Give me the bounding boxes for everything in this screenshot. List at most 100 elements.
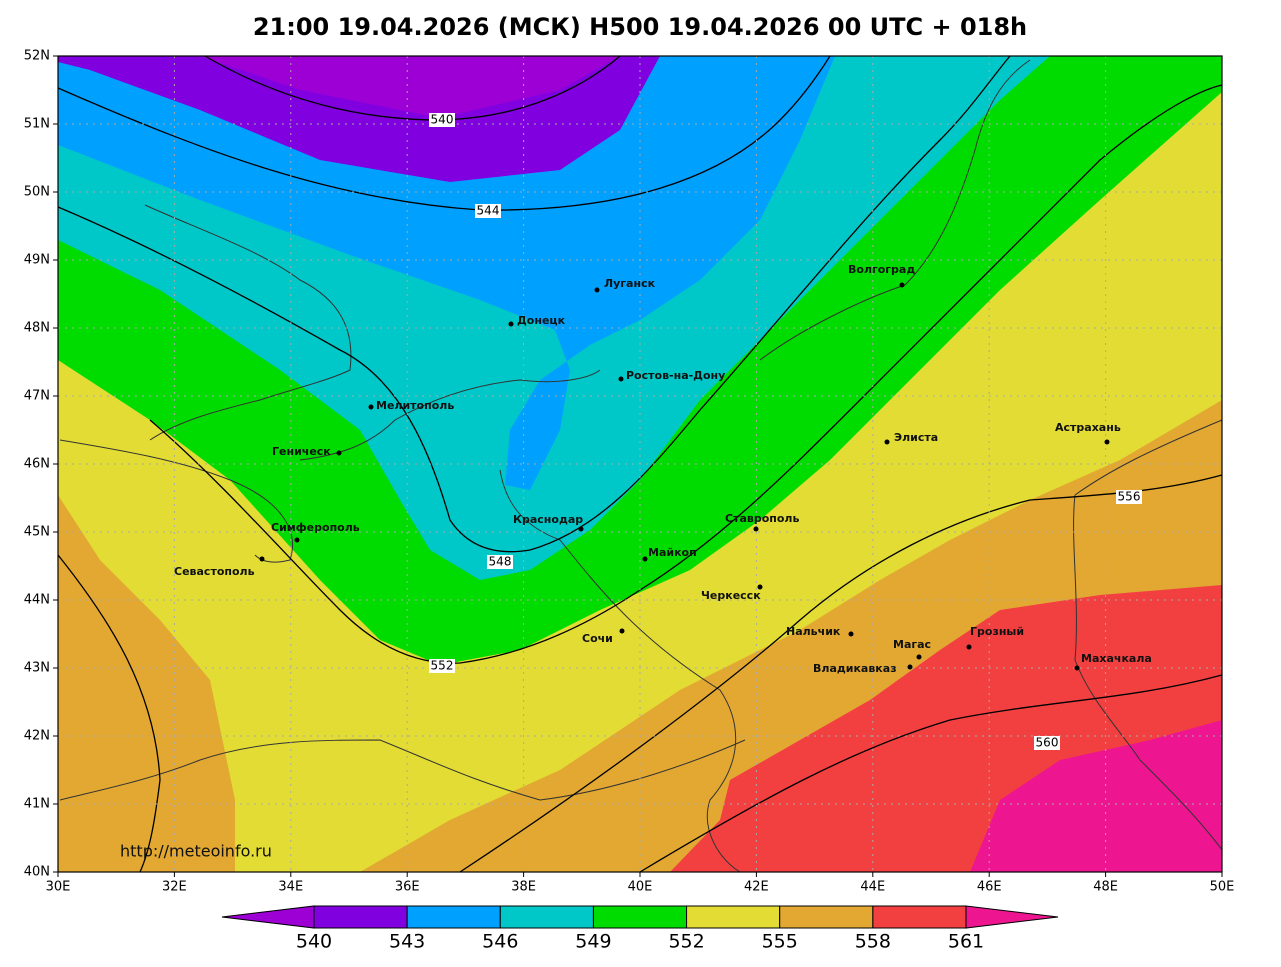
city-label: Геническ: [272, 445, 331, 458]
contour-line: [149, 84, 1223, 664]
city-label: Севастополь: [174, 565, 255, 578]
colorbar-segment: [779, 905, 874, 929]
lon-label: 50E: [1210, 880, 1235, 895]
city-label: Астрахань: [1055, 421, 1121, 434]
city-dot: [757, 584, 763, 590]
lat-label: 41N: [24, 797, 50, 812]
city-dot: [642, 556, 648, 562]
labels: 52N51N50N49N48N47N46N45N44N43N42N41N40N3…: [24, 49, 1235, 895]
city-label: Симферополь: [271, 521, 360, 534]
city-label: Нальчик: [786, 625, 841, 638]
contour-label: 540: [431, 113, 454, 127]
city-label: Волгоград: [848, 263, 915, 276]
colorbar-segment: [686, 905, 781, 929]
lon-label: 38E: [511, 880, 536, 895]
lon-label: 34E: [278, 880, 303, 895]
city-dot: [336, 450, 342, 456]
contour-label-box: [429, 659, 455, 673]
city-dot: [884, 439, 890, 445]
contour-label-box: [475, 204, 501, 218]
lat-label: 49N: [24, 253, 50, 268]
city-dot: [508, 321, 514, 327]
source-url: http://meteoinfo.ru: [120, 842, 272, 861]
contour-label-box: [487, 555, 513, 569]
city-dot: [618, 376, 624, 382]
contour-label-box: [1116, 490, 1142, 504]
colorbar-extend-low: [221, 905, 315, 929]
city-dot: [753, 526, 759, 532]
colorbar-label: 540: [296, 931, 332, 953]
colorbar-segment: [313, 905, 408, 929]
contour-line: [57, 554, 161, 873]
colorbar-label: 558: [855, 931, 891, 953]
colorbar-label: 543: [389, 931, 425, 953]
lon-label: 32E: [162, 880, 187, 895]
lat-label: 40N: [24, 865, 50, 880]
lat-label: 51N: [24, 117, 50, 132]
colorbar-extend-high: [965, 905, 1059, 929]
lon-label: 44E: [860, 880, 885, 895]
city-label: Владикавказ: [813, 662, 897, 675]
contour-line: [57, 55, 831, 211]
lon-label: 46E: [977, 880, 1002, 895]
lat-label: 48N: [24, 321, 50, 336]
lat-label: 42N: [24, 729, 50, 744]
lat-label: 52N: [24, 49, 50, 64]
colorbar-segment: [499, 905, 594, 929]
lat-label: 45N: [24, 525, 50, 540]
contour-line: [459, 474, 1223, 873]
city-dot: [578, 526, 584, 532]
coastline: [59, 59, 1223, 873]
lat-label: 50N: [24, 185, 50, 200]
city-label: Сочи: [582, 632, 613, 645]
city-label: Элиста: [894, 431, 938, 444]
colorbar-segment: [592, 905, 688, 929]
contour-label: 556: [1118, 490, 1141, 504]
city-dot: [594, 287, 600, 293]
city-dot: [1104, 439, 1110, 445]
city-label: Грозный: [970, 625, 1024, 638]
contour-label: 544: [477, 204, 500, 218]
colorbar-label: 561: [948, 931, 984, 953]
lat-label: 47N: [24, 389, 50, 404]
colorbar-label: 549: [575, 931, 611, 953]
city-dot: [259, 556, 265, 562]
height-band: [58, 495, 235, 872]
lon-label: 36E: [395, 880, 420, 895]
city-dot: [1074, 665, 1080, 671]
contour-label: 560: [1036, 736, 1059, 750]
city-label: Магас: [893, 638, 931, 651]
contour-label-box: [429, 113, 455, 127]
city-label: Черкесск: [701, 589, 761, 602]
colorbar-label: 546: [482, 931, 518, 953]
overlay: [59, 59, 1223, 873]
colorbar-label: 552: [668, 931, 704, 953]
city-label: Ставрополь: [725, 512, 799, 525]
contour-label: 552: [431, 659, 454, 673]
city-label: Майкоп: [648, 546, 697, 559]
title: 21:00 19.04.2026 (МСК) H500 19.04.2026 0…: [253, 13, 1027, 41]
city-label: Ростов-на-Дону: [626, 369, 725, 382]
lon-label: 48E: [1093, 880, 1118, 895]
city-dot: [368, 404, 374, 410]
height-band: [200, 56, 620, 118]
city-label: Краснодар: [513, 513, 583, 526]
lat-label: 46N: [24, 457, 50, 472]
contour-label: 548: [489, 555, 512, 569]
city-label: Махачкала: [1081, 652, 1152, 665]
lat-label: 43N: [24, 661, 50, 676]
city-dot: [294, 537, 300, 543]
contour-line: [639, 674, 1223, 873]
city-label: Донецк: [517, 314, 566, 327]
colorbar-segment: [872, 905, 967, 929]
city-label: Луганск: [604, 277, 656, 290]
city-label: Мелитополь: [376, 399, 454, 412]
city-dot: [899, 282, 905, 288]
city-dot: [619, 628, 625, 634]
contour-label-box: [1034, 736, 1060, 750]
city-dot: [848, 631, 854, 637]
city-dot: [907, 664, 913, 670]
lon-label: 40E: [628, 880, 653, 895]
lon-label: 42E: [744, 880, 769, 895]
